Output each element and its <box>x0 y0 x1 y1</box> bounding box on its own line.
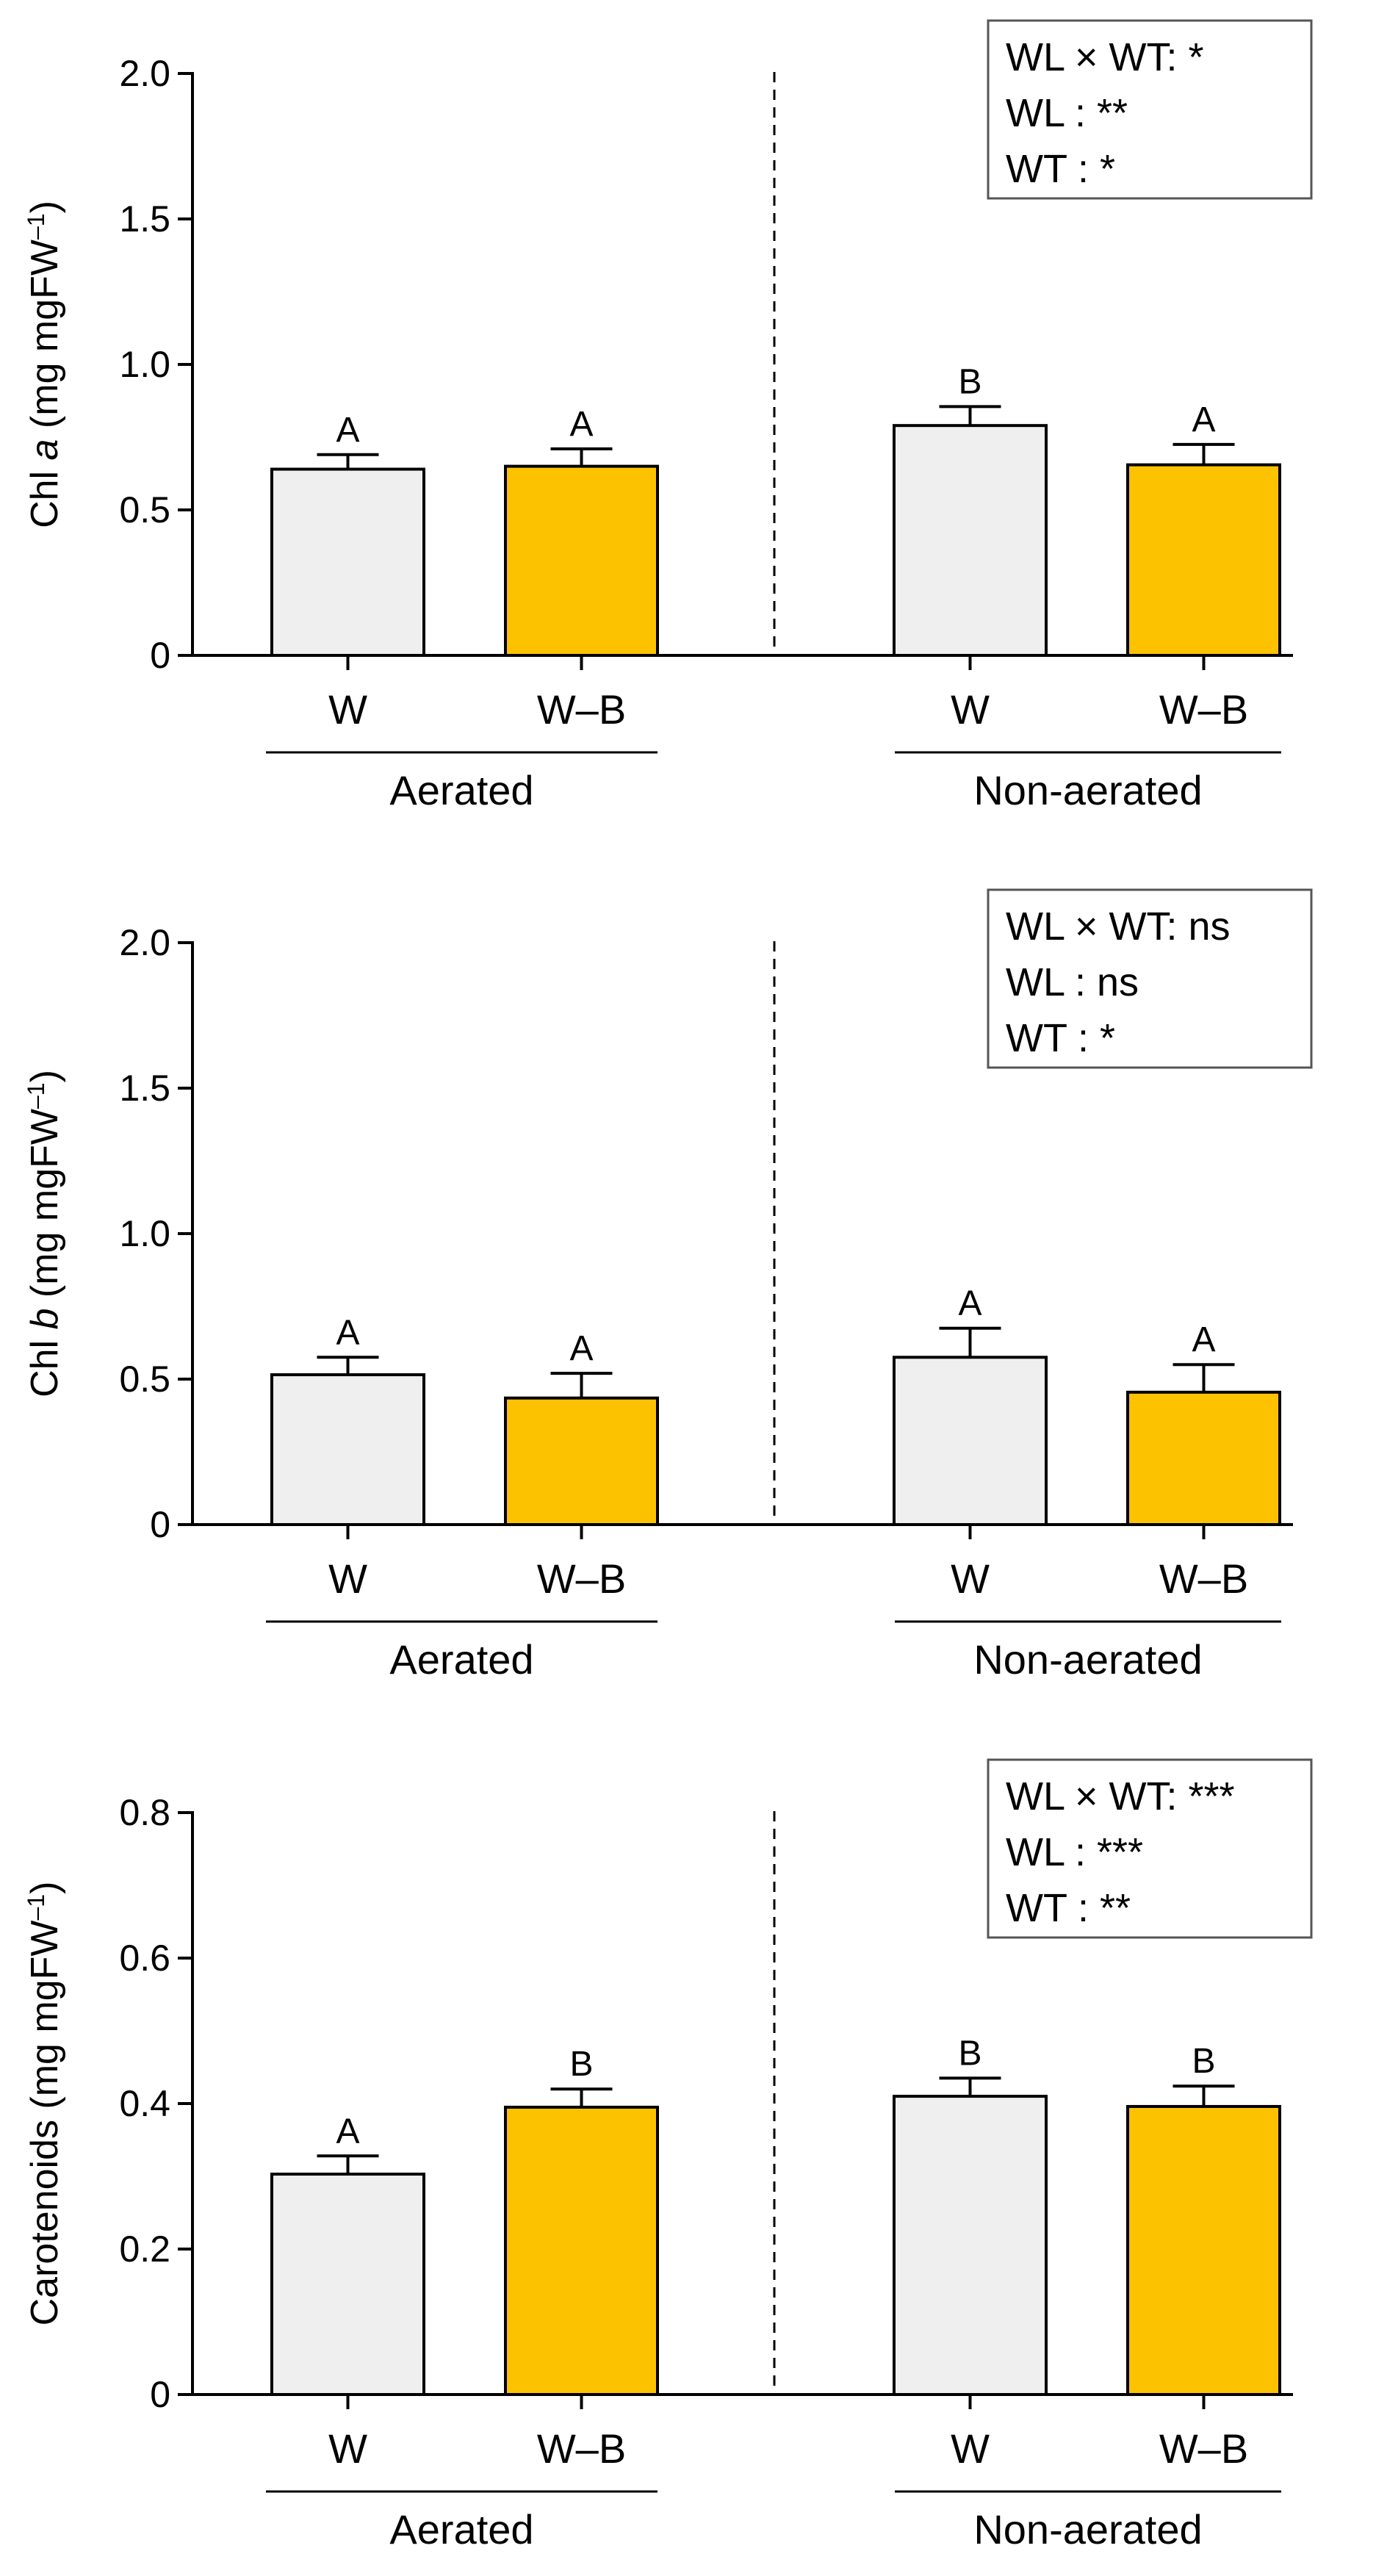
y-axis-label-part: –1 <box>23 1894 49 1921</box>
stats-line: WL : ** <box>1006 91 1128 135</box>
y-axis-label-part: a <box>24 439 66 461</box>
significance-letter: A <box>1192 1320 1215 1359</box>
y-tick-label: 1.5 <box>119 1068 170 1109</box>
x-tick-label: W <box>951 1555 990 1602</box>
stats-box <box>987 888 1313 1069</box>
stats-box <box>987 1758 1313 1939</box>
group-label: Non-aerated <box>973 767 1202 813</box>
chart-panel-3: 0 0.2 0.4 0.6 0.8 Carotenoids (mg mgFW–1) A W B W… <box>23 1758 1313 2552</box>
bar <box>270 1373 425 1527</box>
x-tick-label: W–B <box>1159 686 1248 733</box>
significance-letter: B <box>958 2034 981 2073</box>
significance-letter: A <box>336 411 359 450</box>
y-axis-label-part: ) <box>24 1882 66 1894</box>
x-tick-label: W <box>951 686 990 733</box>
y-tick-label: 1.5 <box>119 198 170 240</box>
significance-letter: A <box>569 405 593 444</box>
group-label: Non-aerated <box>973 1636 1202 1683</box>
x-tick-label: W <box>328 1555 367 1602</box>
group-label: Non-aerated <box>973 2506 1202 2552</box>
x-tick-label: W–B <box>1159 2425 1248 2472</box>
bar <box>893 2095 1048 2397</box>
y-axis-label-part: ) <box>24 1070 66 1082</box>
stats-line: WT : * <box>1006 147 1115 191</box>
y-tick-label: 0.5 <box>119 1359 170 1400</box>
y-axis-label-part: Chl <box>24 1329 66 1397</box>
significance-letter: B <box>1192 2042 1215 2081</box>
bar <box>270 2173 425 2397</box>
y-axis-label-part: ) <box>24 201 66 213</box>
y-tick-label: 0 <box>150 635 170 676</box>
x-tick-label: W–B <box>1159 1555 1248 1602</box>
significance-letter: A <box>336 1313 359 1352</box>
stats-line: WL × WT: * <box>1006 35 1204 79</box>
y-tick-label: 0.6 <box>119 1938 170 1979</box>
y-tick-label: 0.4 <box>119 2083 170 2124</box>
y-tick-label: 0.5 <box>119 489 170 530</box>
stats-line: WL : ns <box>1006 960 1139 1004</box>
bar <box>1126 2104 1281 2396</box>
significance-letter: B <box>958 362 981 401</box>
y-axis-label-part: Chl <box>24 460 66 528</box>
y-tick-label: 2.0 <box>119 922 170 963</box>
stats-box <box>987 19 1313 200</box>
stats-line: WL × WT: *** <box>1006 1774 1235 1818</box>
x-tick-label: W <box>328 2425 367 2472</box>
significance-letter: A <box>336 2112 359 2151</box>
group-label: Aerated <box>389 1636 533 1683</box>
significance-letter: A <box>1192 400 1215 439</box>
y-axis-label: Chl b (mg mgFW–1) <box>23 1070 66 1397</box>
y-axis-label-part: –1 <box>23 213 49 240</box>
y-axis-label-part: (mg mgFW <box>24 1109 66 1309</box>
significance-letter: A <box>569 1329 593 1368</box>
y-axis-label-part: (mg mgFW <box>24 240 66 439</box>
x-tick-label: W <box>328 686 367 733</box>
x-tick-label: W <box>951 2425 990 2472</box>
significance-letter: B <box>569 2045 593 2084</box>
bar <box>1126 1390 1281 1526</box>
y-tick-label: 1.0 <box>119 1213 170 1254</box>
x-tick-label: W–B <box>537 1555 626 1602</box>
group-label: Aerated <box>389 2506 533 2552</box>
bar <box>1126 463 1281 657</box>
stats-line: WL : *** <box>1006 1830 1143 1874</box>
bar <box>504 2105 659 2396</box>
y-tick-label: 0.8 <box>119 1792 170 1833</box>
y-axis-label-part: –1 <box>23 1082 49 1109</box>
bar <box>504 1396 659 1526</box>
x-tick-label: W–B <box>537 686 626 733</box>
y-tick-label: 0 <box>150 1504 170 1545</box>
y-tick-label: 0.2 <box>119 2228 170 2270</box>
group-label: Aerated <box>389 767 533 813</box>
y-axis-label-part: b <box>24 1309 66 1330</box>
bar <box>893 424 1048 657</box>
bar <box>270 467 425 657</box>
stats-line: WL × WT: ns <box>1006 904 1231 949</box>
significance-letter: A <box>958 1284 981 1323</box>
stats-line: WT : ** <box>1006 1886 1131 1930</box>
stats-line: WT : * <box>1006 1016 1115 1060</box>
y-axis-label-part: Carotenoids (mg mgFW <box>24 1921 66 2326</box>
y-tick-label: 2.0 <box>119 53 170 94</box>
x-tick-label: W–B <box>537 2425 626 2472</box>
bar <box>504 464 659 657</box>
y-axis-label: Chl a (mg mgFW–1) <box>23 201 66 528</box>
y-axis-label: Carotenoids (mg mgFW–1) <box>23 1882 66 2326</box>
y-tick-label: 1.0 <box>119 344 170 385</box>
bar <box>893 1356 1048 1527</box>
y-tick-label: 0 <box>150 2374 170 2415</box>
